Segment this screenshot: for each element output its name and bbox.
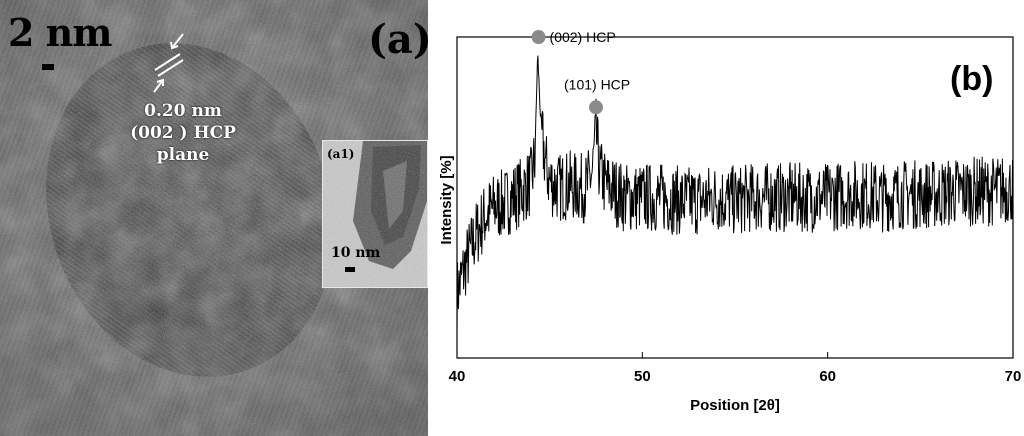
lattice-spacing-text: 0.20 nm (144, 101, 222, 121)
scale-bar (42, 64, 54, 70)
y-axis-title: Intensity [%] (438, 155, 455, 244)
peak-label: (101) HCP (564, 76, 630, 92)
peak-label: (002) HCP (550, 29, 616, 45)
panel-b-label: (b) (950, 60, 993, 98)
lattice-plane-text: (002 ) HCP (130, 123, 236, 143)
lattice-plane-word: plane (156, 145, 210, 165)
x-tick-label: 40 (449, 368, 466, 385)
xrd-series-line (456, 55, 1014, 330)
panel-a-label: (a) (368, 16, 428, 63)
x-tick-label: 70 (1005, 368, 1022, 385)
x-axis-ticks: 40 50 60 70 (449, 352, 1022, 385)
inset-scale-label: 10 nm (331, 245, 381, 261)
xrd-chart: 40 50 60 70 (002) HCP (101) HCP (b) Position… (438, 29, 1022, 414)
x-tick-label: 60 (819, 368, 836, 385)
lattice-spacing-marker (153, 33, 184, 93)
inset-image (323, 141, 427, 287)
peak-marker (531, 30, 546, 45)
inset-micrograph: (a1) 10 nm (322, 140, 428, 288)
peak-annotations: (002) HCP (101) HCP (531, 29, 630, 115)
scale-bar-label: 2 nm (8, 10, 113, 55)
inset-scale-bar (345, 267, 355, 272)
inset-label: (a1) (327, 147, 355, 161)
peak-marker (589, 100, 603, 115)
tem-micrograph-panel: 2 nm (a) 0.20 nm (002 ) HCP plane (a1) 1… (0, 0, 428, 436)
tem-micrograph-image (0, 0, 428, 436)
x-tick-label: 50 (634, 368, 651, 385)
xrd-panel: 40 50 60 70 (002) HCP (101) HCP (b) Position… (430, 0, 1024, 436)
lattice-annotation: 0.20 nm (002 ) HCP plane (128, 100, 238, 166)
x-axis-title: Position [2θ] (690, 397, 780, 414)
